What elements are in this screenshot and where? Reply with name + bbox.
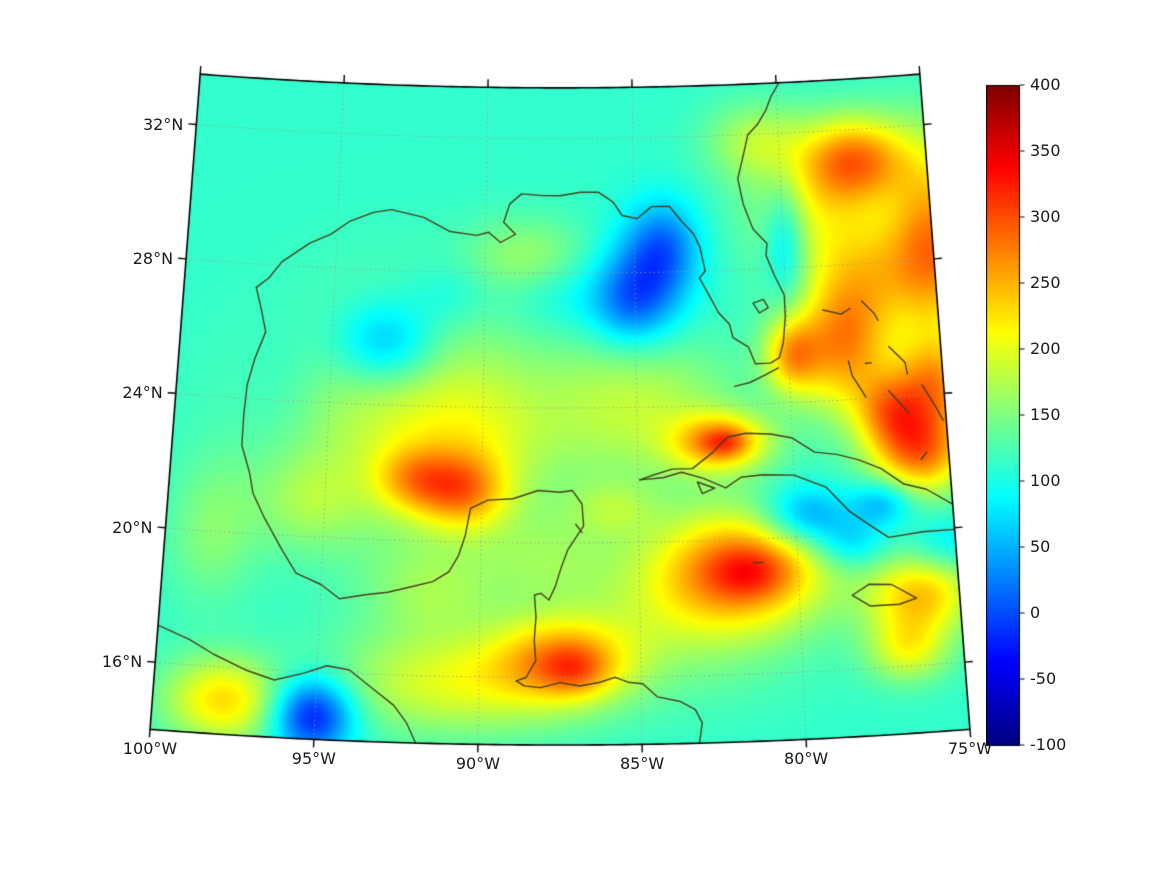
y-tick-label: 32°N xyxy=(142,114,184,134)
colorbar-tick-label: 100 xyxy=(1030,471,1061,490)
colorbar-tick-label: 300 xyxy=(1030,207,1061,226)
colorbar-tick-label: 0 xyxy=(1030,603,1041,622)
colorbar-tick-label: 350 xyxy=(1030,141,1061,160)
x-tick-label: 95°W xyxy=(291,749,336,769)
x-tick-label: 85°W xyxy=(619,754,665,774)
colorbar-tick-label: -50 xyxy=(1030,669,1057,688)
colorbar-tick-label: 250 xyxy=(1030,273,1061,292)
x-tick-label: 80°W xyxy=(784,749,829,769)
y-tick-label: 20°N xyxy=(112,517,153,537)
colorbar-tick-label: 200 xyxy=(1030,339,1061,358)
colorbar-tick-label: 400 xyxy=(1030,75,1061,94)
colorbar-tick-label: 150 xyxy=(1030,405,1061,424)
colorbar-tick-label: -100 xyxy=(1030,735,1067,754)
colorbar-tick-label: 50 xyxy=(1030,537,1051,556)
y-tick-label: 24°N xyxy=(122,383,163,403)
x-tick-label: 100°W xyxy=(122,739,178,759)
y-tick-label: 16°N xyxy=(101,652,143,672)
y-tick-label: 28°N xyxy=(132,248,174,268)
x-tick-label: 75°W xyxy=(947,739,993,759)
x-tick-label: 90°W xyxy=(455,754,501,774)
colorbar xyxy=(986,83,1046,749)
